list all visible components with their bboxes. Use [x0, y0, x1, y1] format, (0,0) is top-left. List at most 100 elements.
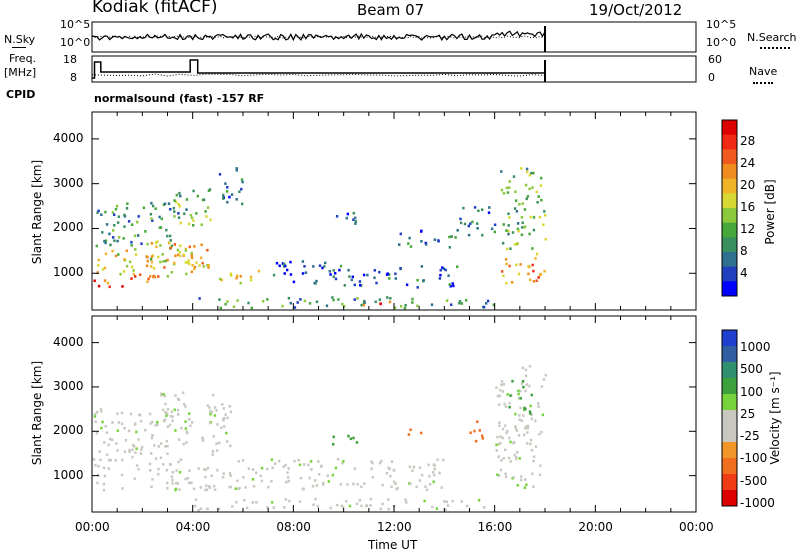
- heatmap-cell: [118, 236, 121, 239]
- x-tick-label: 00:00: [679, 520, 714, 534]
- nsky-line: [91, 30, 546, 42]
- heatmap-cell: [517, 229, 520, 233]
- heatmap-cell: [467, 224, 470, 228]
- heatmap-cell: [134, 275, 137, 278]
- heatmap-cell: [504, 472, 507, 476]
- heatmap-cell: [502, 457, 505, 460]
- heatmap-cell: [236, 479, 239, 483]
- heatmap-cell: [103, 266, 107, 270]
- heatmap-cell: [123, 225, 126, 228]
- heatmap-cell: [251, 468, 255, 471]
- heatmap-cell: [443, 500, 446, 503]
- heatmap-cell: [237, 460, 240, 463]
- heatmap-cell: [157, 255, 160, 259]
- y-tick-label: 3000: [53, 378, 84, 393]
- heatmap-cell: [445, 299, 449, 302]
- heatmap-cell: [123, 213, 126, 217]
- heatmap-cell: [102, 482, 105, 486]
- heatmap-cell: [266, 467, 269, 471]
- heatmap-cell: [120, 411, 124, 415]
- heatmap-cell: [504, 405, 508, 408]
- heatmap-cell: [524, 425, 528, 428]
- heatmap-cell: [301, 260, 305, 263]
- colorbar-swatch: [722, 237, 737, 253]
- heatmap-cell: [517, 397, 521, 400]
- heatmap-cell: [97, 264, 100, 267]
- heatmap-cell: [439, 268, 442, 272]
- heatmap-cell: [388, 277, 391, 280]
- heatmap-cell: [151, 434, 154, 437]
- heatmap-cell: [379, 302, 382, 306]
- heatmap-cell: [518, 457, 521, 460]
- heatmap-cell: [272, 273, 276, 277]
- heatmap-cell: [534, 445, 538, 448]
- heatmap-cell: [425, 243, 428, 246]
- heatmap-cell: [515, 263, 518, 267]
- heatmap-cell: [438, 277, 442, 280]
- heatmap-cell: [540, 198, 543, 202]
- heatmap-cell: [223, 425, 226, 428]
- heatmap-cell: [458, 300, 462, 303]
- heatmap-cell: [113, 224, 116, 227]
- heatmap-cell: [245, 506, 249, 510]
- heatmap-cell: [128, 448, 131, 452]
- heatmap-cell: [528, 410, 532, 413]
- heatmap-cell: [477, 498, 481, 502]
- heatmap-cell: [308, 302, 312, 305]
- heatmap-cell: [274, 462, 277, 465]
- heatmap-cell: [229, 474, 232, 477]
- heatmap-cell: [205, 488, 209, 492]
- heatmap-cell: [538, 273, 542, 277]
- heatmap-cell: [537, 276, 540, 279]
- heatmap-cell: [498, 421, 501, 424]
- heatmap-cell: [167, 202, 171, 205]
- heatmap-cell: [282, 265, 286, 268]
- heatmap-cell: [516, 451, 519, 454]
- heatmap-cell: [478, 429, 481, 432]
- heatmap-cell: [281, 304, 284, 308]
- heatmap-cell: [328, 270, 331, 273]
- heatmap-cell: [520, 382, 524, 385]
- heatmap-cell: [522, 433, 526, 437]
- heatmap-cell: [190, 481, 193, 485]
- heatmap-cell: [303, 463, 306, 466]
- heatmap-cell: [497, 403, 501, 406]
- heatmap-cell: [509, 394, 512, 397]
- heatmap-cell: [183, 402, 186, 406]
- heatmap-cell: [210, 474, 213, 478]
- heatmap-cell: [104, 239, 108, 243]
- heatmap-cell: [207, 189, 211, 192]
- heatmap-cell: [213, 406, 217, 409]
- heatmap-cell: [514, 427, 518, 430]
- heatmap-cell: [204, 488, 207, 492]
- heatmap-cell: [164, 259, 167, 263]
- heatmap-cell: [193, 265, 197, 269]
- heatmap-cell: [283, 272, 286, 275]
- heatmap-cell: [226, 300, 229, 303]
- heatmap-cell: [179, 194, 182, 198]
- heatmap-cell: [166, 258, 169, 262]
- heatmap-cell: [188, 469, 191, 472]
- heatmap-cell: [395, 487, 398, 491]
- heatmap-cell: [133, 234, 137, 238]
- heatmap-cell: [538, 473, 542, 477]
- heatmap-cell: [499, 441, 502, 445]
- heatmap-cell: [190, 216, 194, 220]
- heatmap-cell: [232, 305, 236, 309]
- heatmap-cell: [495, 386, 498, 389]
- heatmap-cell: [213, 488, 217, 491]
- heatmap-cell: [512, 476, 515, 479]
- heatmap-cell: [425, 488, 429, 492]
- heatmap-cell: [121, 458, 124, 462]
- heatmap-cell: [228, 405, 231, 408]
- heatmap-cell: [375, 281, 378, 285]
- heatmap-cell: [100, 426, 103, 430]
- heatmap-cell: [355, 441, 359, 444]
- heatmap-cell: [523, 486, 527, 489]
- heatmap-cell: [544, 238, 547, 241]
- heatmap-cell: [439, 273, 442, 277]
- heatmap-cell: [398, 243, 401, 246]
- heatmap-cell: [122, 270, 126, 273]
- heatmap-cell: [500, 170, 503, 173]
- heatmap-cell: [502, 274, 505, 278]
